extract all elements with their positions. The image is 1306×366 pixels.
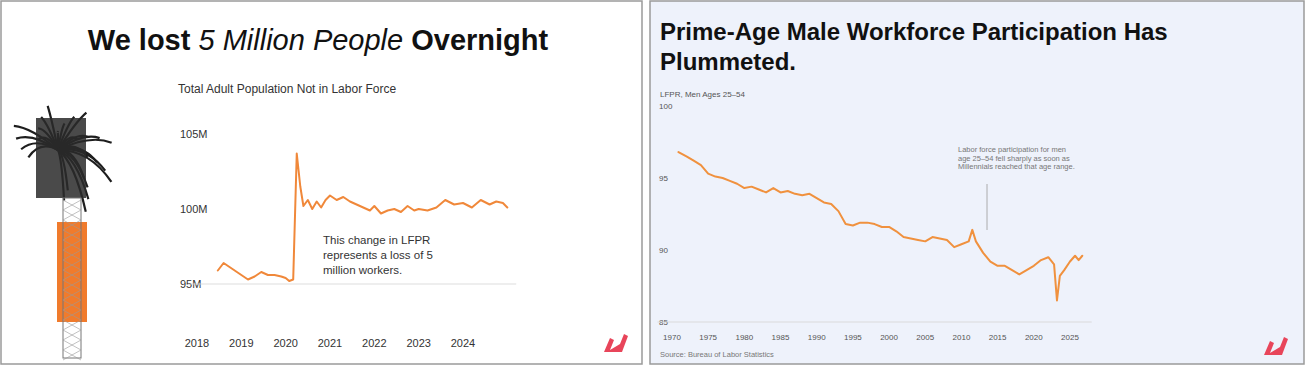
title-word: Million — [223, 24, 313, 56]
logo — [604, 334, 628, 352]
y-tick-label: 85 — [659, 318, 668, 327]
x-tick-label: 2005 — [916, 333, 934, 342]
x-tick-label: 1975 — [699, 333, 717, 342]
tower-lattice — [63, 330, 81, 340]
y-tick-label: 90 — [659, 246, 668, 255]
palm-crown — [36, 118, 86, 198]
x-tick-label: 2000 — [880, 333, 898, 342]
orange-block — [57, 222, 87, 322]
text-line: represents a loss of 5 — [323, 249, 433, 261]
panel-background — [650, 1, 1304, 364]
plot-area — [218, 154, 508, 282]
title: We lost 5 Million People Overnight — [88, 24, 549, 56]
tower-lattice — [63, 280, 81, 290]
title-word: 5 — [198, 24, 222, 56]
tower-lattice — [63, 230, 81, 240]
x-tick-label: 1985 — [772, 333, 790, 342]
text-line: This change in LFPR — [323, 234, 430, 246]
x-tick-label: 2015 — [989, 333, 1007, 342]
subtitle: Total Adult Population Not in Labor Forc… — [178, 82, 396, 96]
title-word: Overnight — [411, 24, 548, 56]
y-tick-label: 100M — [180, 203, 208, 215]
x-tick-label: 2025 — [1061, 333, 1079, 342]
x-tick-label: 2024 — [451, 337, 475, 349]
tower-lattice — [63, 270, 81, 280]
y-tick-label: 100 — [659, 102, 673, 111]
x-tick-label: 1990 — [808, 333, 826, 342]
x-tick-label: 2023 — [406, 337, 430, 349]
x-tick-label: 2010 — [953, 333, 971, 342]
data-line — [218, 154, 508, 282]
title-word: People — [313, 24, 411, 56]
x-tick-label: 1995 — [844, 333, 862, 342]
x-tick-label: 2022 — [362, 337, 386, 349]
chart-panel: We lost 5 Million People Overnight Total … — [1, 1, 642, 364]
tower-lattice — [63, 260, 81, 270]
x-tick-label: 2021 — [318, 337, 342, 349]
subtitle: LFPR, Men Ages 25–54 — [660, 90, 745, 99]
tower-lattice — [63, 220, 81, 230]
tower-lattice — [63, 290, 81, 300]
logo — [1264, 337, 1288, 355]
tower-lattice — [63, 200, 81, 210]
tower-lattice — [63, 250, 81, 260]
text-line: Millennials reached that age range. — [958, 162, 1075, 171]
panel-background — [1, 1, 642, 364]
text-line: Plummeted. — [660, 48, 796, 75]
text-line: Prime-Age Male Workforce Participation H… — [660, 18, 1168, 45]
tower-lattice — [63, 310, 81, 320]
annotation: This change in LFPR represents a loss of … — [323, 234, 433, 276]
x-tick-label: 2019 — [229, 337, 253, 349]
slides: We lost 5 Million People Overnight Total … — [0, 0, 1306, 366]
x-axis-line — [658, 322, 1092, 323]
annotation: Labor force participation for menage 25–… — [958, 145, 1075, 171]
tower-lattice — [63, 210, 81, 220]
x-tick-label: 2020 — [273, 337, 297, 349]
tower-lattice — [63, 300, 81, 310]
x-tick-label: 1970 — [663, 333, 681, 342]
title-word: We — [88, 24, 139, 56]
x-tick-label: 1980 — [735, 333, 753, 342]
tower-lattice — [63, 350, 81, 360]
data-line — [678, 152, 1082, 300]
title: Prime-Age Male Workforce Participation H… — [660, 18, 1168, 75]
x-axis-line — [188, 284, 516, 285]
title-word: lost — [139, 24, 199, 56]
x-tick-label: 2018 — [185, 337, 209, 349]
tower-lattice — [63, 320, 81, 330]
source: Source: Bureau of Labor Statistics — [660, 350, 774, 359]
annotation-pointer — [987, 184, 988, 230]
text-line: million workers. — [323, 264, 402, 276]
y-tick-label: 105M — [180, 128, 208, 140]
chart-panel: Prime-Age Male Workforce Participation H… — [650, 1, 1304, 364]
tower — [63, 198, 81, 358]
tower-lattice — [63, 340, 81, 350]
x-tick-label: 2020 — [1025, 333, 1043, 342]
y-tick-label: 95 — [659, 174, 668, 183]
tower-lattice — [63, 240, 81, 250]
plot-area — [678, 152, 1082, 300]
